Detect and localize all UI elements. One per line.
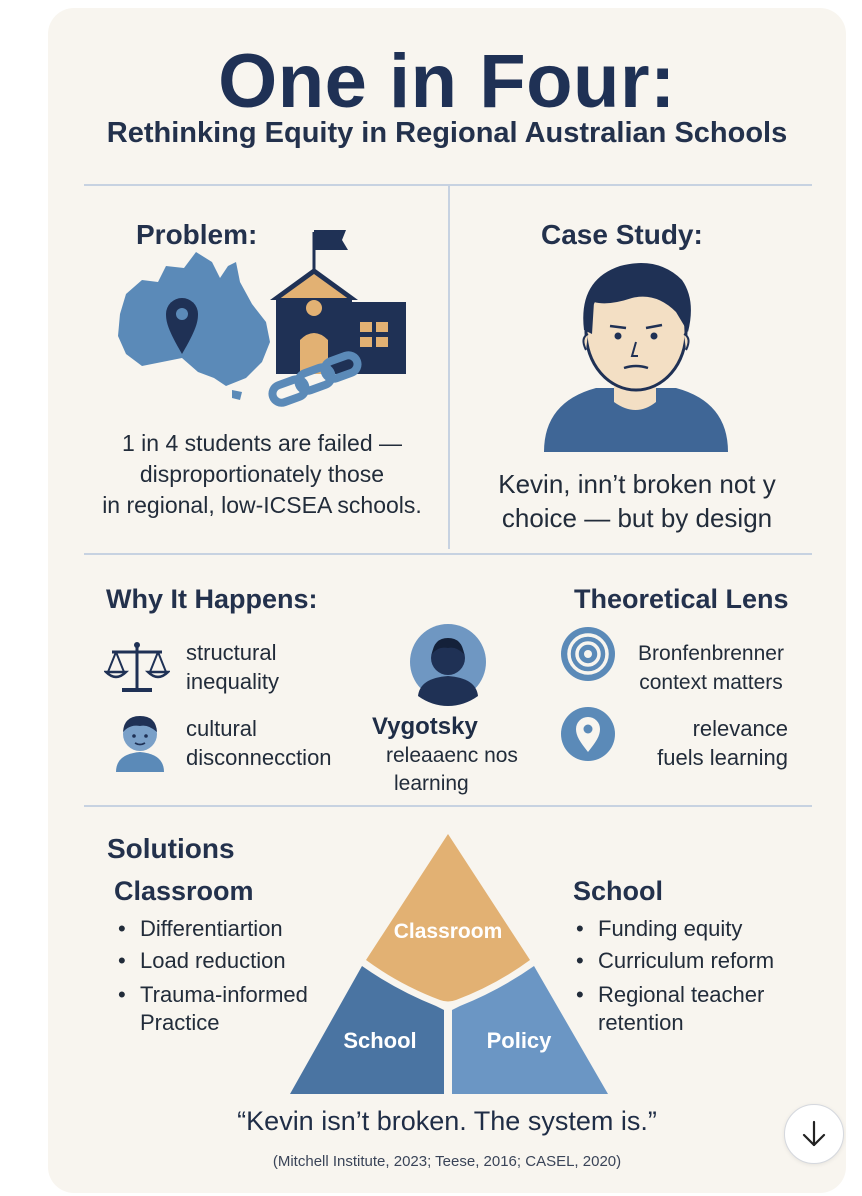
why-item-line: inequality [186,669,279,694]
why-item-line: disconnecction [186,745,332,770]
why-item-line: structural [186,640,277,665]
page-title: One in Four: [218,39,676,124]
vygotsky-text: releaaenc nos learning [386,742,518,798]
pyramid-label-school: School [343,1028,417,1053]
vygotsky-line: releaaenc nos [386,744,518,767]
case-study-text: Kevin, inn’t broken not y choice — but b… [462,467,812,535]
target-icon [561,627,615,681]
problem-line: in regional, low-ICSEA schools. [102,492,422,518]
classroom-list: Differentiartion Load reduction Trauma-i… [114,913,334,1037]
why-item: cultural disconnecction [186,714,332,772]
solutions-heading: Solutions [107,833,235,864]
problem-text: 1 in 4 students are failed — disproporti… [84,428,440,521]
problem-line: 1 in 4 students are failed — [122,430,402,456]
kevin-portrait-icon [544,263,728,452]
pyramid-label-classroom: Classroom [393,920,503,943]
school-item: Curriculum reform [572,945,802,977]
vygotsky-name: Vygotsky [372,713,478,740]
vygotsky-line: learning [394,772,469,795]
divider [84,553,812,555]
why-item: structural inequality [186,638,279,696]
lens-item: relevance fuels learning [640,714,788,772]
lens-item: Bronfenbrenner context matters [630,639,792,697]
school-list: Funding equity Curriculum reform Regiona… [572,913,802,1037]
australia-map-icon [118,252,270,400]
school-item: Regional teacher retention [572,981,802,1037]
person-icon [410,624,486,706]
case-study-heading: Case Study: [541,219,703,250]
lens-item-line: Bronfenbrenner [638,642,784,665]
scroll-down-button[interactable] [784,1104,844,1164]
location-pin-icon [561,707,615,761]
scales-icon [104,642,170,692]
closing-quote: “Kevin isn’t broken. The system is.” [237,1106,657,1136]
classroom-item: Trauma-informed Practice [114,981,334,1037]
lens-item-line: fuels learning [657,745,788,770]
problem-heading: Problem: [136,219,258,250]
why-item-line: cultural [186,716,257,741]
lens-item-line: relevance [692,716,788,741]
why-heading: Why It Happens: [106,584,318,614]
lens-item-line: context matters [639,671,783,694]
student-icon [116,716,164,772]
case-study-line: choice — but by design [501,503,773,533]
page-subtitle: Rethinking Equity in Regional Australian… [106,117,788,149]
case-study-line: Kevin, inn’t broken not y [498,469,776,499]
divider [84,805,812,807]
classroom-item: Load reduction [114,945,334,977]
classroom-heading: Classroom [114,876,254,906]
classroom-item: Differentiartion [114,913,334,945]
citation: (Mitchell Institute, 2023; Teese, 2016; … [272,1153,622,1170]
lens-heading: Theoretical Lens [574,584,789,614]
arrow-down-icon [802,1120,826,1147]
divider [448,185,450,549]
school-item: Funding equity [572,913,802,945]
pyramid-label-policy: Policy [486,1028,552,1053]
solutions-pyramid [290,834,608,1094]
problem-line: disproportionately those [139,461,385,487]
school-heading: School [573,876,664,906]
school-icon [268,230,406,407]
